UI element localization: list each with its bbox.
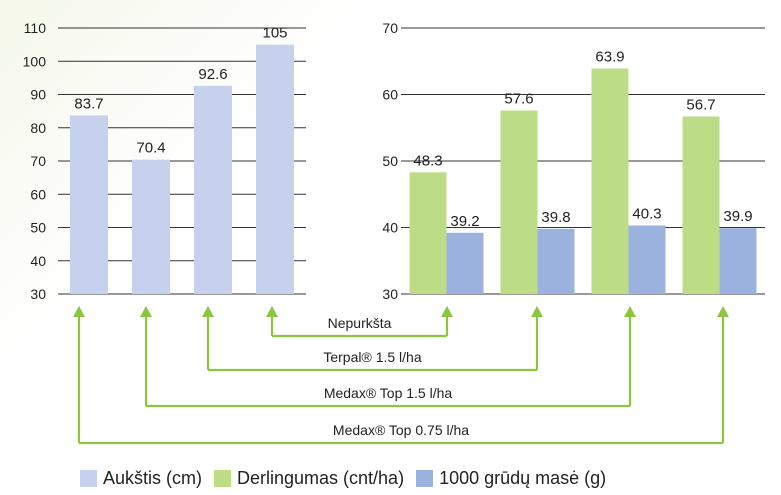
connector-line <box>77 309 725 445</box>
y-tick-label: 40 <box>30 253 46 269</box>
y-tick-label: 40 <box>382 220 398 236</box>
arrowhead-icon <box>266 306 278 317</box>
legend-label-yield: Derlingumas (cnt/ha) <box>237 467 405 488</box>
y-tick-label: 30 <box>30 286 46 302</box>
y-tick-label: 80 <box>30 120 46 136</box>
treatment-label: Medax® Top 1.5 l/ha <box>324 385 453 401</box>
data-label: 39.2 <box>450 213 479 230</box>
connector-line <box>144 309 632 408</box>
legend-swatch-grain-mass <box>416 469 434 487</box>
data-label: 63.9 <box>595 49 624 66</box>
data-label: 39.9 <box>723 208 752 225</box>
data-label: 92.6 <box>198 66 227 83</box>
bar-yield <box>500 110 538 295</box>
data-label: 39.8 <box>541 209 570 226</box>
data-label: 48.3 <box>413 152 442 169</box>
height-chart: 30 40 50 60 70 80 90 100 110 83.7 70.4 92.6 105 <box>23 20 306 302</box>
y-tick-label: 70 <box>382 20 398 36</box>
bar-grain-mass <box>719 228 757 294</box>
legend-item-height: Aukštis (cm) <box>80 468 202 489</box>
y-tick-label: 70 <box>30 153 46 169</box>
chart-canvas: 30 40 50 60 70 80 90 100 110 83.7 70.4 92.6 105 30 40… <box>23 20 765 445</box>
legend-swatch-yield <box>214 469 231 487</box>
data-label: 56.7 <box>686 96 715 113</box>
legend-swatch-height <box>80 469 97 487</box>
y-tick-label: 60 <box>30 186 46 202</box>
bar-grain-mass <box>446 232 484 294</box>
treatment-label: Nepurkšta <box>328 315 392 331</box>
bar-height <box>194 85 232 294</box>
arrowhead-icon <box>531 306 543 317</box>
bar-height <box>256 44 294 294</box>
treatment-connectors: Nepurkšta Terpal® 1.5 l/ha Medax® Top 1.5 … <box>73 306 729 445</box>
bar-yield <box>682 116 720 294</box>
data-label: 83.7 <box>74 95 103 112</box>
bar-yield <box>409 172 447 294</box>
bar-grain-mass <box>537 228 575 294</box>
connector-line <box>206 309 539 372</box>
legend-item-grain-mass: 1000 grūdų masė (g) <box>416 468 606 489</box>
bar-grain-mass <box>628 225 666 294</box>
yield-chart: 30 40 50 60 70 48.3 39.2 57.6 39.8 63.9 40.3 56.7 39… <box>382 20 765 302</box>
bar-height <box>70 115 108 294</box>
data-label: 70.4 <box>136 140 165 157</box>
y-tick-label: 90 <box>30 87 46 103</box>
legend-item-yield: Derlingumas (cnt/ha) <box>214 468 404 489</box>
arrowhead-icon <box>73 306 85 317</box>
data-label: 57.6 <box>504 90 533 107</box>
y-tick-label: 60 <box>382 87 398 103</box>
treatment-label: Terpal® 1.5 l/ha <box>323 349 421 365</box>
bar-height <box>132 159 170 294</box>
y-tick-label: 30 <box>382 286 398 302</box>
y-tick-label: 110 <box>24 20 47 36</box>
data-label: 40.3 <box>632 206 661 223</box>
arrowhead-icon <box>717 306 729 317</box>
legend-label-height: Aukštis (cm) <box>103 467 202 488</box>
arrowhead-icon <box>202 306 214 317</box>
y-tick-label: 50 <box>382 153 398 169</box>
bar-yield <box>591 68 629 294</box>
data-label: 105 <box>262 25 287 42</box>
arrowhead-icon <box>624 306 636 317</box>
arrowhead-icon <box>140 306 152 317</box>
y-tick-label: 100 <box>23 53 47 69</box>
legend: Aukštis (cm) Derlingumas (cnt/ha) 1000 g… <box>80 466 606 490</box>
treatment-label: Medax® Top 0.75 l/ha <box>333 422 469 438</box>
y-tick-label: 50 <box>30 220 46 236</box>
legend-label-grain-mass: 1000 grūdų masė (g) <box>439 467 607 488</box>
arrowhead-icon <box>441 306 453 317</box>
